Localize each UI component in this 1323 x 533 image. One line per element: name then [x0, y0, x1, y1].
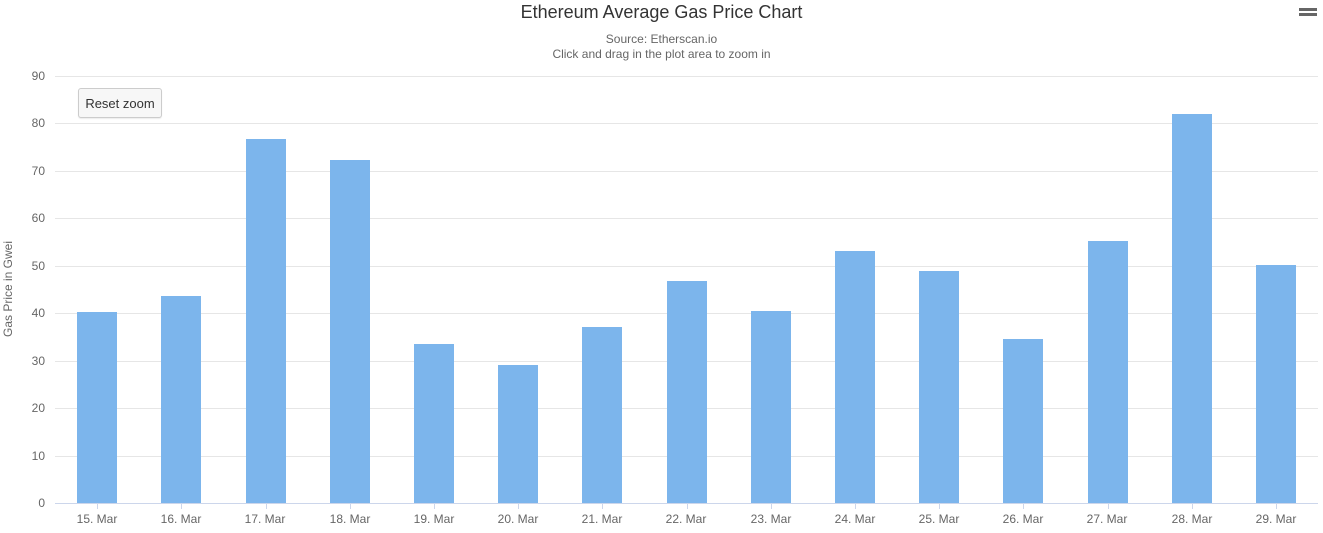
bar[interactable]: [246, 139, 286, 503]
bar[interactable]: [498, 365, 538, 503]
context-menu-button[interactable]: [1296, 2, 1320, 24]
x-axis-tick-label: 16. Mar: [160, 512, 202, 526]
x-axis-tick-label: 27. Mar: [1086, 512, 1128, 526]
x-axis-tick-label: 28. Mar: [1171, 512, 1213, 526]
bar[interactable]: [667, 281, 707, 503]
chart-title: Ethereum Average Gas Price Chart: [520, 2, 803, 22]
x-axis-tick: [1192, 504, 1193, 509]
chart-subtitle-source: Source: Etherscan.io: [605, 32, 718, 46]
plot-area[interactable]: [55, 76, 1318, 503]
x-axis-tick: [181, 504, 182, 509]
bar[interactable]: [751, 311, 791, 503]
x-axis-tick: [1276, 504, 1277, 509]
x-axis-tick-label: 23. Mar: [750, 512, 792, 526]
y-axis-tick-label: 80: [31, 116, 45, 130]
x-axis-tick: [266, 504, 267, 509]
x-axis-tick-label: 29. Mar: [1255, 512, 1297, 526]
chart-subtitle-hint: Click and drag in the plot area to zoom …: [552, 47, 771, 61]
y-axis-tick-label: 40: [31, 306, 45, 320]
x-axis-tick-label: 25. Mar: [918, 512, 960, 526]
x-axis-tick: [434, 504, 435, 509]
y-axis-tick-label: 50: [31, 259, 45, 273]
hamburger-icon: [1299, 8, 1317, 11]
x-axis-tick: [518, 504, 519, 509]
x-axis-line: [55, 503, 1318, 504]
y-gridline: [55, 76, 1318, 77]
x-axis-tick-label: 20. Mar: [497, 512, 539, 526]
reset-zoom-button[interactable]: Reset zoom: [78, 88, 162, 118]
x-axis-tick: [350, 504, 351, 509]
x-axis-tick-label: 21. Mar: [581, 512, 623, 526]
x-axis-tick-label: 26. Mar: [1002, 512, 1044, 526]
bar[interactable]: [77, 312, 117, 503]
bar[interactable]: [1172, 114, 1212, 503]
bar[interactable]: [1256, 265, 1296, 503]
bar[interactable]: [330, 160, 370, 503]
x-axis-tick: [1108, 504, 1109, 509]
x-axis-tick-label: 22. Mar: [665, 512, 707, 526]
y-axis-tick-label: 60: [31, 211, 45, 225]
y-axis-tick-label: 20: [31, 401, 45, 415]
y-axis-title: Gas Price in Gwei: [1, 240, 15, 338]
y-gridline: [55, 266, 1318, 267]
x-axis-tick: [771, 504, 772, 509]
x-axis-tick: [939, 504, 940, 509]
y-gridline: [55, 218, 1318, 219]
x-axis-tick-label: 19. Mar: [413, 512, 455, 526]
x-axis-tick-label: 17. Mar: [244, 512, 286, 526]
bar[interactable]: [1003, 339, 1043, 503]
bar[interactable]: [835, 251, 875, 503]
x-axis-tick-label: 18. Mar: [329, 512, 371, 526]
y-axis-tick-label: 30: [31, 354, 45, 368]
y-axis-tick-label: 90: [31, 69, 45, 83]
x-axis-tick: [687, 504, 688, 509]
x-axis-tick: [97, 504, 98, 509]
x-axis-tick: [1023, 504, 1024, 509]
y-axis-tick-label: 0: [38, 496, 45, 510]
x-axis-tick: [602, 504, 603, 509]
hamburger-icon: [1299, 13, 1317, 16]
x-axis-tick-label: 24. Mar: [834, 512, 876, 526]
x-axis-tick-label: 15. Mar: [76, 512, 118, 526]
bar[interactable]: [161, 296, 201, 503]
y-axis-tick-label: 70: [31, 164, 45, 178]
bar[interactable]: [919, 271, 959, 503]
bar[interactable]: [414, 344, 454, 503]
y-gridline: [55, 171, 1318, 172]
x-axis-tick: [855, 504, 856, 509]
bar[interactable]: [582, 327, 622, 503]
bar[interactable]: [1088, 241, 1128, 503]
y-gridline: [55, 123, 1318, 124]
y-axis-tick-label: 10: [31, 449, 45, 463]
